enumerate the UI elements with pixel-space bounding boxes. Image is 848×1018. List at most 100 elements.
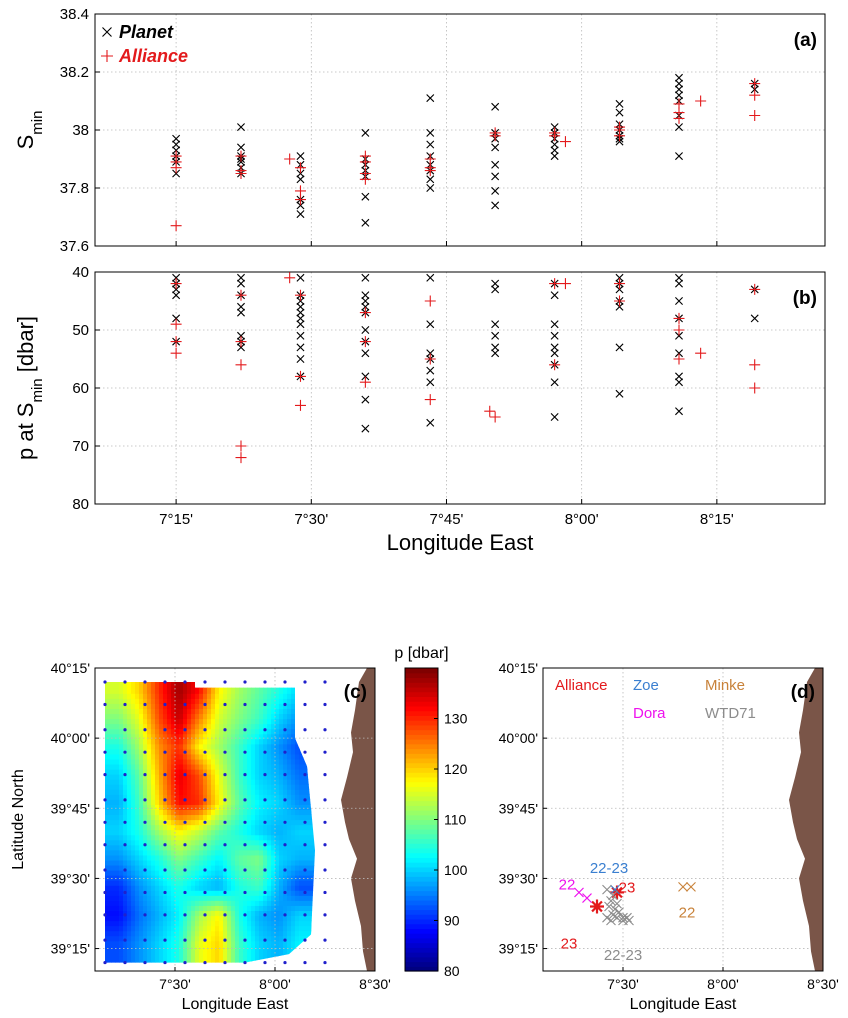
heatmap-cell [219,794,224,800]
heatmap-cell [287,779,292,785]
heatmap-cell [335,865,340,871]
heatmap-cell [199,875,204,881]
heatmap-cell [143,683,148,689]
heatmap-cell [315,799,320,805]
heatmap-cell [291,960,296,963]
heatmap-cell [243,864,248,871]
heatmap-cell [127,880,132,886]
alliance-point [294,194,306,206]
heatmap-cell [279,804,284,810]
heatmap-cell [331,855,336,861]
heatmap-cell [291,870,296,876]
heatmap-cell [263,895,268,901]
heatmap-cell [227,945,232,952]
heatmap-cell [127,789,132,795]
heatmap-cell [95,850,100,856]
heatmap-cell [175,683,180,689]
heatmap-cell [107,859,112,866]
heatmap-cell [215,885,220,891]
station-dot [103,820,107,824]
heatmap-cell [215,824,220,831]
heatmap-cell [307,905,312,911]
heatmap-cell [127,870,132,876]
heatmap-cell [211,935,216,942]
heatmap-cell [127,905,132,911]
heatmap-cell [99,865,104,871]
heatmap-cell [279,763,284,770]
heatmap-cell [147,688,152,694]
heatmap-cell [163,673,168,679]
heatmap-cell [131,885,136,891]
wtd71-point [608,890,618,901]
heatmap-cell [119,875,124,881]
heatmap-cell [227,718,232,725]
heatmap-cell [223,774,228,780]
heatmap-cell [107,910,112,917]
heatmap-cell [191,774,196,780]
heatmap-cell [115,955,120,962]
heatmap-cell [335,855,340,861]
heatmap-cell [105,743,108,750]
heatmap-cell [119,814,124,821]
heatmap-cell [215,920,220,927]
heatmap-cell [335,880,340,886]
heatmap-cell [327,855,332,861]
heatmap-cell [239,955,244,962]
heatmap-cell [279,723,284,730]
heatmap-cell [235,834,240,841]
planet-point [426,366,435,375]
heatmap-cell [195,920,200,927]
heatmap-cell [311,834,315,841]
alliance-point [559,136,571,148]
heatmap-cell [343,895,348,901]
heatmap-cell [331,688,336,694]
y-axis-label-tail: [dbar] [13,316,38,378]
colorbar-step [405,791,438,797]
heatmap-cell [115,940,120,947]
station-dot [263,890,267,895]
heatmap-cell [191,668,196,674]
heatmap-cell [287,733,292,740]
heatmap-cell [267,940,272,947]
heatmap-cell [171,854,176,861]
heatmap-cell [295,885,300,891]
station-dot [143,702,147,707]
heatmap-cell [239,693,244,699]
heatmap-cell [155,718,160,725]
station-dot [283,820,287,824]
heatmap-cell [175,935,180,942]
station-dot [263,750,267,754]
heatmap-cell [175,753,180,760]
heatmap-cell [115,880,120,886]
heatmap-cell [105,829,108,836]
heatmap-cell [235,723,240,730]
heatmap-cell [99,668,104,674]
heatmap-cell [275,890,280,896]
heatmap-cell [339,784,344,790]
station-dot [163,843,167,847]
heatmap-cell [191,779,196,785]
heatmap-cell [303,824,308,831]
colorbar-step [405,947,438,953]
heatmap-cell [123,930,128,937]
heatmap-cell [283,794,288,800]
heatmap-cell [99,825,104,831]
heatmap-cell [231,738,236,745]
heatmap-cell [159,814,164,821]
y-tick-label: 40°15' [499,660,538,676]
heatmap-cell [283,738,288,745]
heatmap-cell [95,895,100,901]
planet-point [615,389,624,398]
heatmap-cell [291,955,296,962]
heatmap-cell [223,789,228,795]
heatmap-cell [319,900,324,906]
heatmap-cell [155,753,160,760]
heatmap-cell [267,784,272,790]
heatmap-cell [295,940,300,947]
panel-label: (a) [794,30,817,51]
heatmap-cell [179,784,184,790]
heatmap-cell [111,728,116,735]
heatmap-cell [127,723,132,730]
planet-point [426,273,435,282]
station-dot [223,702,227,707]
